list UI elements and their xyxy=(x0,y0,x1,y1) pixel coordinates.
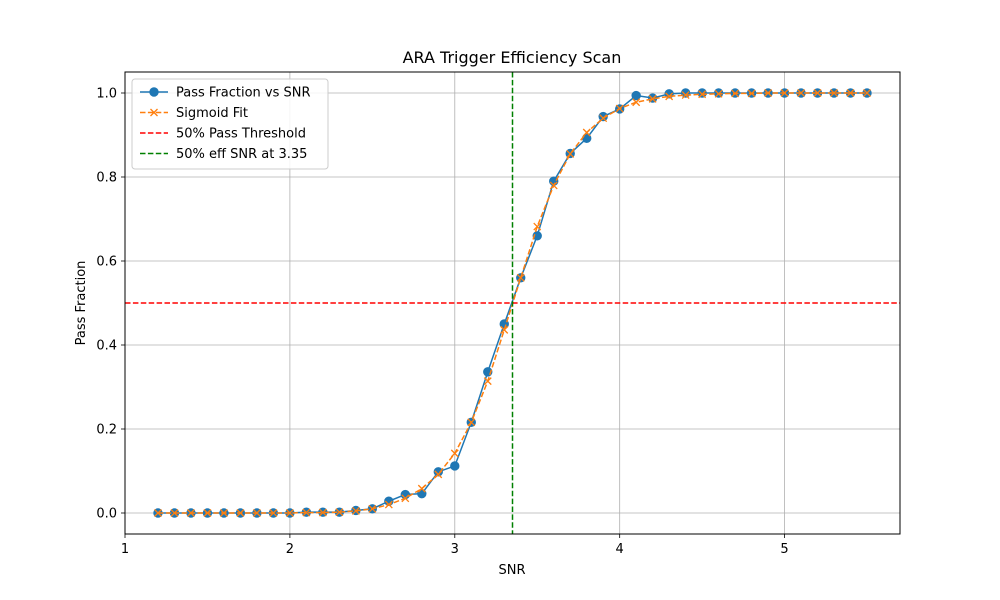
data-point-series-1 xyxy=(698,90,707,99)
plot-area xyxy=(125,72,900,534)
data-point-series-1 xyxy=(318,508,327,517)
chart-title: ARA Trigger Efficiency Scan xyxy=(403,48,622,67)
y-tick-label: 0.6 xyxy=(96,255,117,270)
data-point-series-1 xyxy=(549,181,558,190)
data-point-series-0 xyxy=(697,88,707,98)
data-point-series-1 xyxy=(516,273,525,282)
data-point-series-1 xyxy=(566,149,575,158)
data-point-series-1 xyxy=(863,89,871,97)
data-point-series-1 xyxy=(236,509,245,517)
data-point-series-1 xyxy=(351,506,360,515)
x-tick-label: 5 xyxy=(780,542,788,557)
data-point-series-1 xyxy=(500,325,509,334)
x-tick-label: 4 xyxy=(616,542,624,557)
data-point-series-1 xyxy=(747,89,756,98)
data-point-series-1 xyxy=(780,89,789,97)
legend-entry-label: 50% Pass Threshold xyxy=(176,127,306,142)
legend-swatch-marker xyxy=(149,87,159,97)
legend: Pass Fraction vs SNR Sigmoid Fit 50% Pass … xyxy=(131,78,329,170)
plot-content xyxy=(125,72,900,534)
data-point-series-1 xyxy=(483,377,492,386)
y-tick-label: 0.8 xyxy=(96,171,117,186)
legend-box xyxy=(131,78,329,170)
data-point-series-1 xyxy=(632,98,641,107)
data-point-series-1 xyxy=(714,89,723,98)
data-point-series-1 xyxy=(384,500,393,509)
x-tick-label: 1 xyxy=(121,542,129,557)
data-point-series-1 xyxy=(203,509,212,517)
data-point-series-1 xyxy=(401,494,410,503)
y-tick-label: 1.0 xyxy=(96,87,117,102)
data-point-series-1 xyxy=(335,508,344,517)
data-point-series-1 xyxy=(252,509,261,517)
data-point-series-0 xyxy=(532,231,542,241)
data-point-series-0 xyxy=(450,461,460,471)
ticks: 1 2 3 4 5 0.0 0.2 0.4 0.6 0.8 1.0 xyxy=(96,87,788,558)
x-axis-label: SNR xyxy=(498,563,525,578)
data-point-series-1 xyxy=(615,104,624,113)
data-point-series-1 xyxy=(285,509,294,517)
data-point-series-1 xyxy=(450,449,459,458)
data-point-series-1 xyxy=(582,128,591,137)
legend-entry-label: Pass Fraction vs SNR xyxy=(176,86,311,101)
plot-frame xyxy=(124,71,901,535)
data-point-series-1 xyxy=(665,92,674,101)
y-axis-label: Pass Fraction xyxy=(74,261,89,346)
data-point-series-1 xyxy=(830,89,839,97)
data-point-series-0 xyxy=(631,90,641,101)
data-point-series-1 xyxy=(731,89,740,98)
data-point-series-1 xyxy=(302,508,311,517)
data-point-series-1 xyxy=(417,484,426,493)
data-point-series-1 xyxy=(813,89,822,97)
x-tick-label: 2 xyxy=(286,542,294,557)
data-point-series-1 xyxy=(269,509,278,517)
data-point-series-1 xyxy=(368,504,377,513)
y-tick-label: 0.4 xyxy=(96,339,117,354)
data-point-series-0 xyxy=(433,467,443,477)
x-tick-label: 3 xyxy=(451,542,459,557)
data-point-series-1 xyxy=(797,89,806,97)
legend-entry-label: 50% eff SNR at 3.35 xyxy=(176,147,307,162)
data-point-series-1 xyxy=(764,89,773,97)
legend-entry-label: Sigmoid Fit xyxy=(176,106,248,121)
data-point-series-1 xyxy=(434,470,443,479)
data-point-series-1 xyxy=(154,509,162,517)
data-point-series-1 xyxy=(467,418,476,427)
data-point-series-1 xyxy=(599,114,608,123)
data-point-series-1 xyxy=(681,91,690,100)
y-tick-label: 0.2 xyxy=(96,423,117,438)
y-tick-label: 0.0 xyxy=(96,507,117,522)
data-point-series-1 xyxy=(219,509,228,517)
legend-swatch-marker xyxy=(150,108,158,117)
data-point-series-1 xyxy=(846,89,855,97)
data-point-series-1 xyxy=(648,94,657,103)
data-point-series-1 xyxy=(533,222,542,231)
data-point-series-1 xyxy=(186,509,195,517)
data-point-series-1 xyxy=(170,509,179,517)
